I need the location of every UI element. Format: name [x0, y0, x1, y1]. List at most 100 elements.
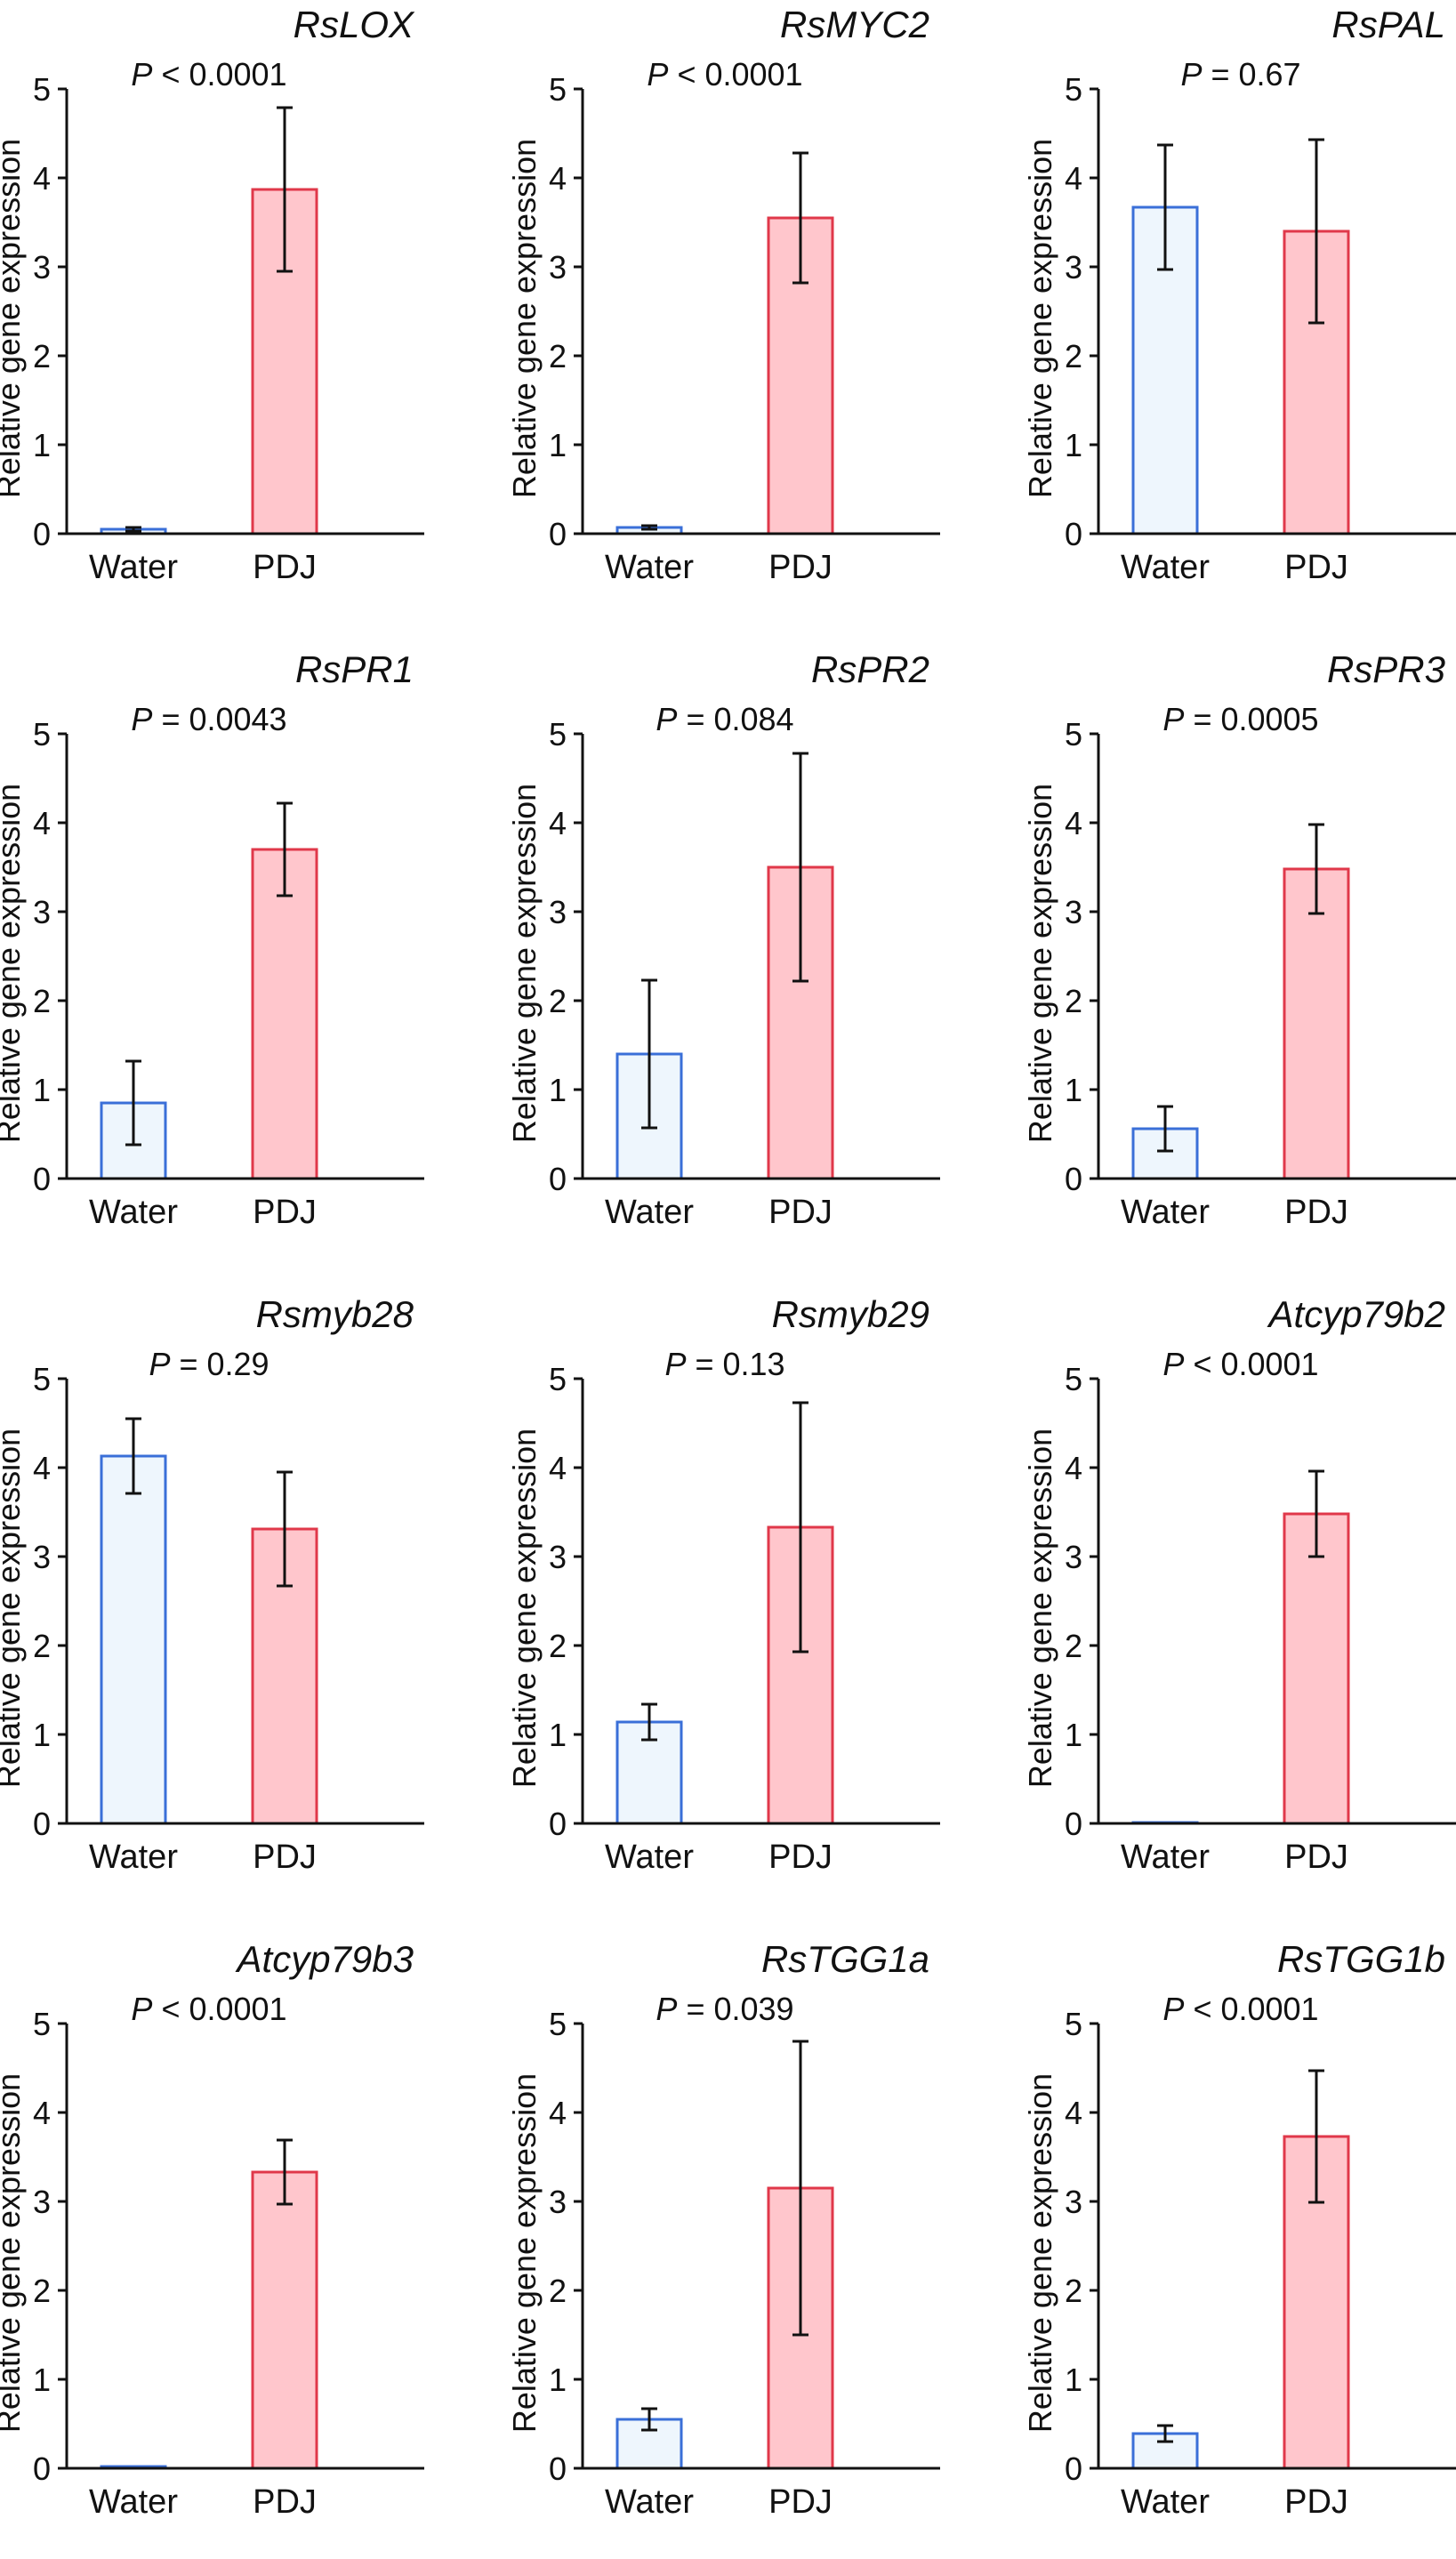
y-tick-label: 0: [549, 1806, 567, 1842]
p-value-annotation: P < 0.0001: [1162, 1346, 1318, 1382]
y-axis-title: Relative gene expression: [0, 784, 27, 1143]
y-tick-label: 1: [1065, 1717, 1082, 1753]
x-category-label: Water: [605, 1194, 694, 1231]
y-axis-title: Relative gene expression: [1022, 1428, 1058, 1788]
p-symbol: P: [647, 56, 668, 93]
chart-panel-12: RsTGG1b P < 0.0001 Relative gene expressio…: [1022, 1938, 1456, 2521]
gene-title: Rsmyb28: [256, 1293, 414, 1335]
gene-title: RsPR2: [811, 648, 929, 690]
y-tick-label: 1: [549, 1717, 567, 1753]
p-value-text: = 0.039: [677, 1991, 793, 2027]
p-symbol: P: [656, 1991, 677, 2027]
x-category-label: PDJ: [253, 549, 317, 586]
x-category-label: PDJ: [1284, 549, 1348, 586]
p-symbol: P: [664, 1346, 686, 1382]
y-tick-label: 5: [1065, 716, 1082, 752]
y-axis-title: Relative gene expression: [1022, 139, 1058, 498]
y-tick-label: 5: [549, 1361, 567, 1397]
y-tick-label: 4: [549, 160, 567, 197]
y-tick-label: 5: [33, 1361, 51, 1397]
y-tick-label: 5: [1065, 71, 1082, 108]
y-tick-label: 3: [1065, 894, 1082, 930]
x-category-label: Water: [89, 1839, 178, 1876]
x-category-label: Water: [605, 549, 694, 586]
y-tick-label: 2: [1065, 983, 1082, 1019]
y-tick-label: 2: [33, 2273, 51, 2309]
y-tick-label: 4: [549, 1450, 567, 1486]
chart-panel-7: Rsmyb28 P = 0.29 Relative gene expression0…: [0, 1293, 424, 1876]
x-category-label: Water: [1121, 549, 1210, 586]
x-category-label: PDJ: [1284, 1839, 1348, 1876]
y-tick-label: 3: [549, 2184, 567, 2220]
y-tick-label: 1: [33, 1717, 51, 1753]
y-tick-label: 3: [33, 1539, 51, 1575]
y-axis-title: Relative gene expression: [1022, 2073, 1058, 2433]
y-tick-label: 3: [33, 249, 51, 286]
p-value-text: = 0.67: [1202, 56, 1300, 93]
y-tick-label: 1: [33, 427, 51, 463]
p-value-text: = 0.084: [677, 701, 793, 737]
gene-title: RsLOX: [294, 4, 415, 45]
y-axis-title: Relative gene expression: [506, 1428, 543, 1788]
y-tick-label: 0: [1065, 2450, 1082, 2487]
gene-title: RsTGG1a: [761, 1938, 929, 1980]
y-tick-label: 1: [1065, 427, 1082, 463]
bar-water: [615, 1720, 683, 1825]
chart-panel-8: Rsmyb29 P = 0.13 Relative gene expression0…: [506, 1293, 940, 1876]
y-tick-label: 4: [33, 2095, 51, 2131]
p-value-annotation: P = 0.039: [656, 1991, 793, 2027]
p-symbol: P: [1162, 1991, 1184, 2027]
x-category-label: PDJ: [1284, 1194, 1348, 1231]
p-symbol: P: [131, 701, 152, 737]
p-value-annotation: P < 0.0001: [1162, 1991, 1318, 2027]
x-category-label: Water: [89, 2483, 178, 2521]
y-tick-label: 4: [33, 805, 51, 841]
x-category-label: Water: [605, 1839, 694, 1876]
p-value-annotation: P = 0.67: [1180, 56, 1300, 93]
y-axis-title: Relative gene expression: [1022, 784, 1058, 1143]
y-tick-label: 2: [1065, 1628, 1082, 1664]
y-tick-label: 3: [33, 2184, 51, 2220]
p-symbol: P: [656, 701, 677, 737]
y-axis-title: Relative gene expression: [506, 2073, 543, 2433]
p-symbol: P: [131, 1991, 152, 2027]
x-category-label: PDJ: [253, 2483, 317, 2521]
y-tick-label: 1: [549, 1072, 567, 1108]
y-tick-label: 0: [33, 2450, 51, 2487]
p-symbol: P: [1162, 1346, 1184, 1382]
y-tick-label: 3: [33, 894, 51, 930]
y-tick-label: 0: [549, 516, 567, 552]
y-tick-label: 0: [1065, 1806, 1082, 1842]
y-tick-label: 5: [549, 71, 567, 108]
p-value-annotation: P < 0.0001: [647, 56, 802, 93]
y-tick-label: 2: [1065, 338, 1082, 374]
y-tick-label: 4: [1065, 2095, 1082, 2131]
y-tick-label: 0: [549, 1161, 567, 1197]
y-axis-title: Relative gene expression: [506, 784, 543, 1143]
gene-title: RsPAL: [1331, 4, 1445, 45]
p-symbol: P: [1162, 701, 1184, 737]
bar-pdj: [1283, 1512, 1350, 1825]
y-tick-label: 0: [33, 516, 51, 552]
y-tick-label: 3: [1065, 1539, 1082, 1575]
y-tick-label: 1: [1065, 1072, 1082, 1108]
y-axis-title: Relative gene expression: [0, 139, 27, 498]
y-tick-label: 5: [1065, 1361, 1082, 1397]
p-value-text: < 0.0001: [668, 56, 802, 93]
p-value-text: < 0.0001: [152, 1991, 286, 2027]
y-tick-label: 3: [549, 1539, 567, 1575]
y-tick-label: 2: [33, 1628, 51, 1664]
y-tick-label: 2: [549, 983, 567, 1019]
y-tick-label: 2: [549, 1628, 567, 1664]
bar-water: [100, 1454, 167, 1825]
y-tick-label: 3: [1065, 249, 1082, 286]
y-axis-title: Relative gene expression: [0, 1428, 27, 1788]
bar-pdj: [251, 848, 318, 1180]
y-tick-label: 0: [1065, 1161, 1082, 1197]
p-value-annotation: P < 0.0001: [131, 56, 286, 93]
p-value-text: = 0.0043: [152, 701, 286, 737]
